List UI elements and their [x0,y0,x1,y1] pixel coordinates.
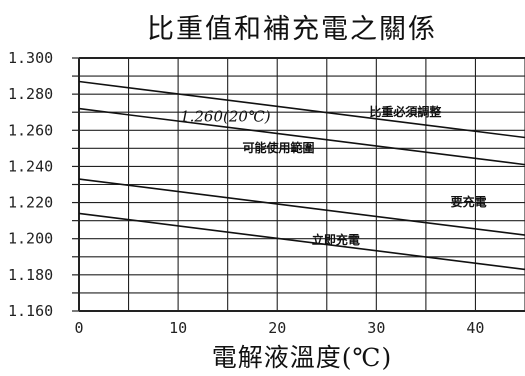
grid [72,57,525,312]
annotation-label: 立即充電 [312,232,360,247]
x-tick-label: 30 [367,319,385,337]
y-tick-label: 1.280 [8,85,53,103]
series-line-2 [78,107,525,166]
annotation-label: 比重必須調整 [369,104,441,119]
y-tick-label: 1.160 [8,302,53,320]
series-line-4 [78,212,525,271]
x-tick-label: 10 [169,319,187,337]
y-tick-label: 1.240 [8,157,53,175]
x-tick-label: 0 [74,319,83,337]
annotation-label: 要充電 [451,194,487,209]
chart-title: 比重值和補充電之關係 [147,14,437,45]
series-line-1 [78,80,525,139]
tick-labels: 1.300 1.280 1.260 1.240 1.220 1.200 1.180 1.160… [8,49,484,337]
series-line-3 [78,178,525,236]
x-axis-label: 電解液溫度(℃) [212,343,392,372]
x-tick-label: 20 [268,319,286,337]
y-tick-label: 1.300 [8,49,53,67]
annotation-label: 可能使用範圍 [243,140,315,155]
y-tick-label: 1.200 [8,230,53,248]
y-tick-label: 1.260 [8,121,53,139]
x-tick-label: 40 [466,319,484,337]
y-tick-label: 1.220 [8,194,53,212]
annotation-label: 1.260(20℃) [180,107,271,125]
series-lines [78,80,525,271]
y-tick-label: 1.180 [8,266,53,284]
